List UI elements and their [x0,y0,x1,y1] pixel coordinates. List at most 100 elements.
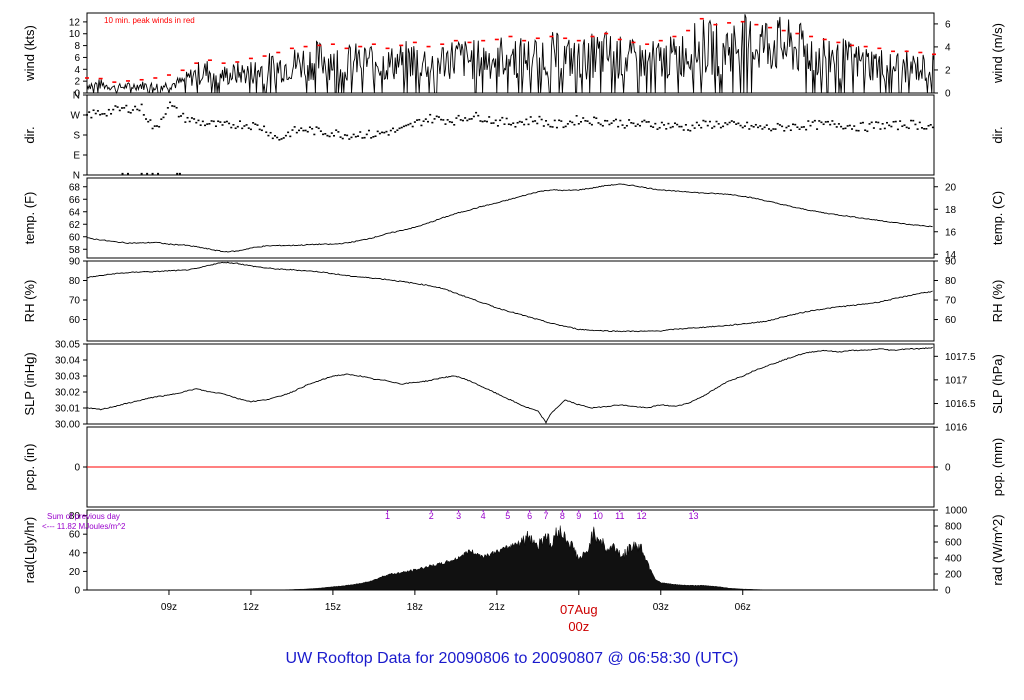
dir-point [636,123,639,126]
dir-point [826,120,829,123]
xtick-label: 09z [161,602,177,613]
ylabel2-wind: wind (m/s) [990,23,1005,84]
rad-hour-label: 6 [527,511,532,521]
dir-point [881,122,884,125]
ytick2-label-rad: 0 [945,586,951,597]
dir-point [612,119,615,122]
dir-point [608,123,611,126]
wind-peak-mark [740,20,745,23]
dir-point [553,119,556,122]
dir-point [121,172,124,175]
wind-peak-mark [248,57,253,60]
dir-point [269,131,272,134]
dir-point [140,172,143,175]
rad-hour-label: 3 [456,511,461,521]
dir-point [549,125,552,128]
ytick2-label-rh: 90 [945,257,957,268]
panel-frame-wind [86,12,935,94]
ylabel-pcp: pcp. (in) [22,444,37,491]
dir-point [658,126,661,129]
dir-point [582,117,585,119]
dir-point [735,123,738,125]
dir-point [698,124,701,127]
wind-peak-mark [166,74,171,76]
dir-point [534,120,537,122]
ytick2-label-wind: 6 [945,19,951,30]
ytick2-label-wind: 2 [945,65,951,76]
wind-peak-mark [549,35,554,38]
dir-point [732,121,735,123]
dir-point [171,105,174,107]
ytick2-label-rad: 400 [945,554,962,565]
dir-point [394,131,397,133]
dir-point [254,123,257,126]
dir-point [859,122,862,124]
dir-point [359,131,362,133]
dir-point [671,125,674,128]
dir-point [774,128,777,130]
dir-point [892,120,895,123]
wind-peak-mark [535,37,540,40]
dir-point [630,122,633,124]
chart-footer: UW Rooftop Data for 20090806 to 20090807… [285,650,739,667]
dir-point [722,125,725,128]
dir-point [341,137,344,140]
xtick-label: 06z [735,602,751,613]
ytick2-label-wind: 0 [945,89,951,100]
dir-point [855,129,858,132]
wind-peak-mark [522,39,527,42]
wind-peak-mark [85,77,89,79]
dir-point [199,124,202,126]
dir-point [256,124,259,126]
ytick-label-rh: 60 [69,315,81,326]
dir-point [713,125,716,128]
dir-point [606,120,609,122]
rad-hour-label: 9 [576,511,581,521]
wind-peak-mark [153,77,158,79]
dir-point [88,111,91,113]
dir-point [405,124,408,127]
dir-point [501,116,504,119]
dir-point [706,124,709,127]
dir-point [453,124,456,126]
dir-point [492,122,495,124]
dir-point [282,137,285,139]
wind-peak-mark [713,23,718,26]
dir-point [912,119,915,122]
dir-point [385,130,388,133]
temp-series-line [86,183,933,253]
dir-point [619,119,622,122]
dir-point [623,127,626,129]
dir-point [162,116,165,119]
ytick-label-slp: 30.03 [55,372,80,383]
dir-point [785,126,788,129]
dir-point [593,116,596,119]
dir-point [715,120,718,123]
dir-point [794,123,797,126]
ytick-label-rad: 40 [69,548,81,559]
dir-point [179,115,182,117]
dir-point [927,124,930,127]
ylabel2-temp: temp. (C) [990,191,1005,245]
dir-point [335,129,338,131]
rad-series-area [278,525,771,591]
dir-point [455,117,458,119]
xtick-label: 18z [407,602,423,613]
dir-point [929,123,932,126]
dir-point [123,107,126,109]
wind-peak-mark [180,69,185,72]
ylabel-rh: RH (%) [22,280,37,323]
wind-peak-mark [658,39,663,42]
dir-point [420,124,423,127]
dir-point [536,122,539,125]
dir-point [352,133,355,136]
dir-point [577,123,580,125]
dir-point [496,125,499,127]
rad-hour-label: 10 [593,511,603,521]
dir-point [475,111,478,114]
ytick-label-temp: 66 [69,195,81,206]
panel-frame-dir [86,94,935,176]
dir-point [586,120,589,122]
dir-point [663,124,666,126]
